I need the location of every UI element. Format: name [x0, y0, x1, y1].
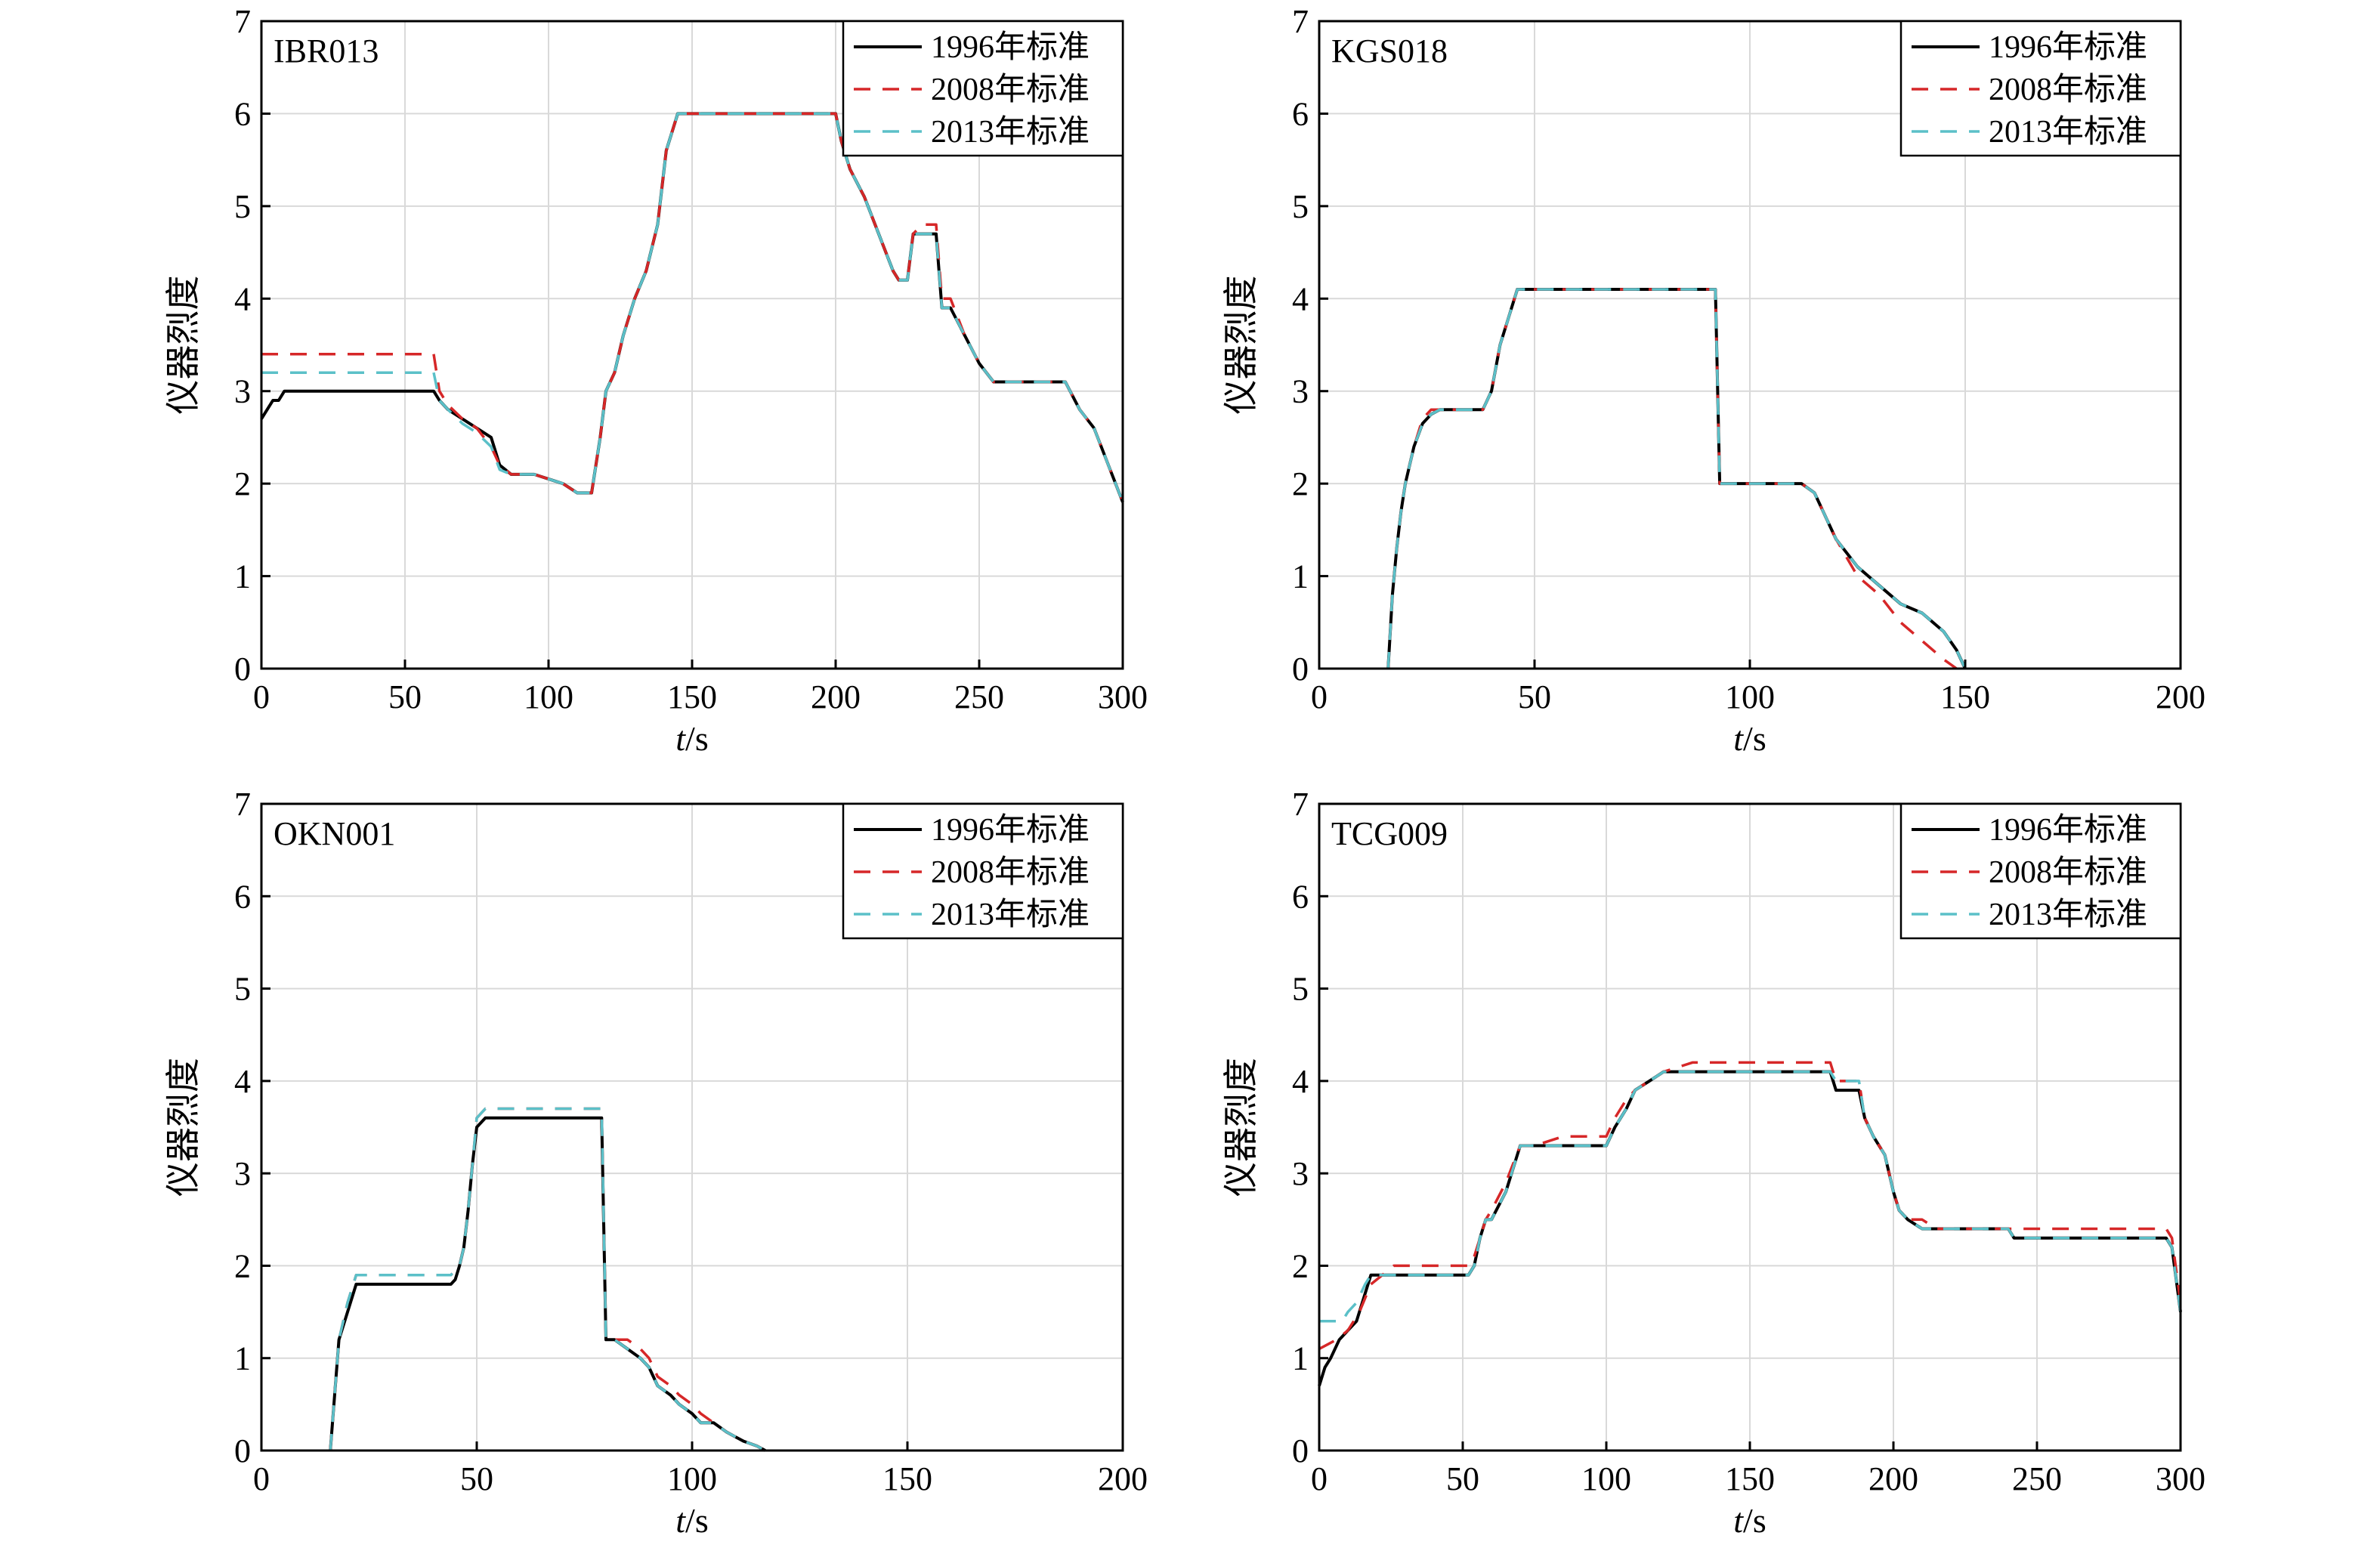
x-tick-label: 50 — [460, 1460, 493, 1497]
y-tick-label: 7 — [1292, 786, 1309, 823]
y-axis-label: 仪器烈度 — [164, 276, 202, 415]
x-axis-label-unit: /s — [1743, 719, 1766, 758]
y-tick-label: 0 — [234, 650, 251, 687]
x-tick-label: 50 — [1446, 1460, 1479, 1497]
y-tick-label: 7 — [234, 786, 251, 823]
y-tick-label: 5 — [234, 971, 251, 1008]
x-tick-label: 0 — [1311, 1460, 1328, 1497]
x-tick-label: 250 — [2012, 1460, 2062, 1497]
x-tick-label: 200 — [1098, 1460, 1148, 1497]
y-tick-label: 1 — [1292, 558, 1309, 595]
y-tick-label: 5 — [234, 188, 251, 225]
y-axis-label: 仪器烈度 — [1222, 1058, 1260, 1197]
x-tick-label: 0 — [253, 678, 270, 715]
x-tick-label: 100 — [667, 1460, 717, 1497]
x-tick-label: 200 — [811, 678, 861, 715]
y-tick-label: 6 — [234, 95, 251, 132]
x-tick-label: 250 — [954, 678, 1004, 715]
x-axis-label: t/s — [675, 1501, 708, 1540]
y-tick-label: 2 — [234, 465, 251, 502]
y-tick-label: 3 — [234, 1155, 251, 1192]
x-tick-label: 200 — [1868, 1460, 1918, 1497]
x-axis-label-variable: t — [1733, 1501, 1744, 1540]
x-axis-label: t/s — [675, 719, 708, 758]
x-tick-label: 0 — [253, 1460, 270, 1497]
station-label: IBR013 — [274, 32, 379, 70]
y-tick-label: 2 — [234, 1247, 251, 1284]
series-line-3 — [261, 112, 1124, 503]
legend-label-2: 2008年标准 — [1989, 72, 2147, 107]
chart-panel-tcg009: 0 50 100 150 200 250 300 0 1 2 3 4 5 6 7 t/s 仪器烈度 TCG009 1… — [1222, 786, 2205, 1540]
legend-label-1: 1996年标准 — [1989, 812, 2147, 848]
legend-label-2: 2008年标准 — [931, 72, 1090, 107]
y-tick-label: 2 — [1292, 1247, 1309, 1284]
legend-label-1: 1996年标准 — [931, 29, 1090, 65]
legend-label-3: 2013年标准 — [931, 114, 1090, 150]
legend-label-3: 2013年标准 — [1989, 897, 2147, 932]
y-tick-label: 0 — [234, 1432, 251, 1469]
x-tick-label: 150 — [1725, 1460, 1775, 1497]
y-tick-label: 1 — [234, 558, 251, 595]
y-tick-label: 5 — [1292, 188, 1309, 225]
y-tick-label: 4 — [234, 280, 251, 317]
legend-label-3: 2013年标准 — [1989, 114, 2147, 150]
x-tick-label: 50 — [1518, 678, 1551, 715]
series-line-3 — [329, 1107, 766, 1452]
x-axis-label-variable: t — [675, 719, 686, 758]
x-axis-label-unit: /s — [1743, 1501, 1766, 1540]
x-tick-label: 150 — [882, 1460, 932, 1497]
y-tick-label: 1 — [1292, 1340, 1309, 1377]
x-axis-label: t/s — [1733, 1501, 1766, 1540]
x-axis-label-unit: /s — [685, 1501, 709, 1540]
y-tick-label: 3 — [1292, 1155, 1309, 1192]
x-tick-label: 300 — [1098, 678, 1148, 715]
y-tick-label: 4 — [1292, 1063, 1309, 1100]
station-label: OKN001 — [274, 815, 395, 852]
x-tick-label: 200 — [2156, 678, 2205, 715]
x-tick-label: 150 — [667, 678, 717, 715]
x-tick-label: 100 — [1581, 1460, 1631, 1497]
y-tick-label: 0 — [1292, 1432, 1309, 1469]
series-line-2 — [1318, 1061, 2182, 1351]
station-label: TCG009 — [1331, 815, 1448, 852]
x-tick-label: 150 — [1940, 678, 1990, 715]
x-tick-label: 100 — [524, 678, 573, 715]
x-axis-label-unit: /s — [685, 719, 709, 758]
x-tick-label: 0 — [1311, 678, 1328, 715]
x-tick-label: 100 — [1725, 678, 1775, 715]
y-tick-label: 5 — [1292, 971, 1309, 1008]
series-line-3 — [1386, 288, 1967, 669]
y-tick-label: 3 — [1292, 373, 1309, 410]
y-axis-label: 仪器烈度 — [1222, 276, 1260, 415]
x-tick-label: 300 — [2156, 1460, 2205, 1497]
x-axis-label: t/s — [1733, 719, 1766, 758]
y-tick-label: 4 — [234, 1063, 251, 1100]
chart-panel-kgs018: 0 50 100 150 200 0 1 2 3 4 5 6 7 t/s 仪器烈度 KGS018 1996年标准… — [1222, 3, 2205, 758]
series-line-1 — [329, 1116, 766, 1452]
y-tick-label: 4 — [1292, 280, 1309, 317]
y-tick-label: 0 — [1292, 650, 1309, 687]
x-axis-label-variable: t — [1733, 719, 1744, 758]
y-tick-label: 6 — [1292, 878, 1309, 915]
y-tick-label: 2 — [1292, 465, 1309, 502]
y-axis-label: 仪器烈度 — [164, 1058, 202, 1197]
chart-panel-ibr013: 0 50 100 150 200 250 300 0 1 2 3 4 5 6 7 t/s 仪器烈度 IBR013 1… — [164, 3, 1148, 758]
y-tick-label: 1 — [234, 1340, 251, 1377]
legend-label-2: 2008年标准 — [1989, 854, 2147, 890]
station-label: KGS018 — [1331, 32, 1448, 70]
y-tick-label: 6 — [234, 878, 251, 915]
x-tick-label: 50 — [388, 678, 422, 715]
legend-label-1: 1996年标准 — [1989, 29, 2147, 65]
legend-label-3: 2013年标准 — [931, 897, 1090, 932]
chart-panel-okn001: 0 50 100 150 200 0 1 2 3 4 5 6 7 t/s 仪器烈度 OKN001 1996年标准… — [164, 786, 1148, 1540]
legend-label-2: 2008年标准 — [931, 854, 1090, 890]
y-tick-label: 7 — [234, 3, 251, 40]
x-axis-label-variable: t — [675, 1501, 686, 1540]
legend-label-1: 1996年标准 — [931, 812, 1090, 848]
series-line-3 — [1319, 1070, 2182, 1323]
y-tick-label: 6 — [1292, 95, 1309, 132]
y-tick-label: 7 — [1292, 3, 1309, 40]
y-tick-label: 3 — [234, 373, 251, 410]
